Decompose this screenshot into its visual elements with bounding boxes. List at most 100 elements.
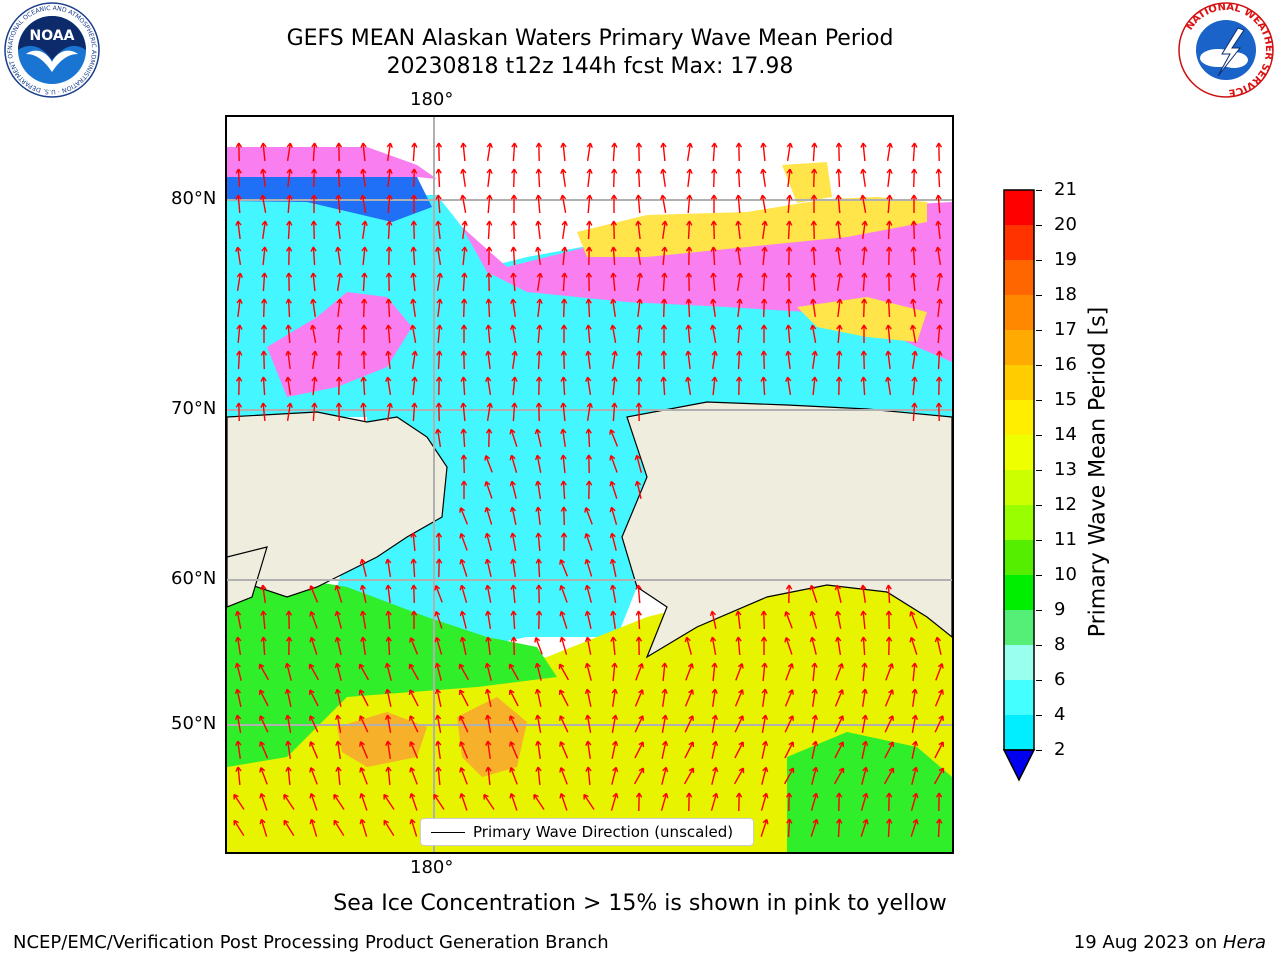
wave-direction-arrow bbox=[933, 767, 945, 785]
wave-direction-arrow bbox=[235, 142, 243, 162]
wave-direction-arrow bbox=[335, 142, 343, 162]
colorbar-tick-mark bbox=[1036, 330, 1042, 331]
wave-direction-arrow bbox=[661, 688, 668, 708]
wave-direction-arrow bbox=[483, 793, 495, 810]
wave-direction-arrow bbox=[560, 480, 567, 500]
wave-direction-arrow bbox=[311, 168, 318, 188]
wave-direction-arrow bbox=[736, 298, 743, 317]
wave-direction-arrow bbox=[861, 662, 868, 682]
wave-direction-arrow bbox=[535, 506, 542, 525]
wave-direction-arrow bbox=[535, 194, 542, 214]
wave-direction-arrow bbox=[385, 376, 392, 396]
wave-direction-arrow bbox=[260, 584, 267, 604]
wave-direction-arrow bbox=[485, 740, 492, 760]
wave-direction-arrow bbox=[436, 272, 443, 292]
wave-direction-arrow bbox=[258, 663, 270, 681]
wave-direction-arrow bbox=[336, 272, 343, 292]
wave-direction-arrow bbox=[935, 220, 942, 239]
svg-text:NOAA: NOAA bbox=[30, 28, 75, 44]
wave-direction-arrow bbox=[311, 376, 318, 396]
colorbar-tick-mark bbox=[1036, 575, 1042, 576]
wave-direction-arrow bbox=[761, 298, 768, 318]
map-subtitle: 20230818 t12z 144h fcst Max: 17.98 bbox=[386, 54, 794, 79]
sea-ice-note: Sea Ice Concentration > 15% is shown in … bbox=[333, 891, 947, 916]
wave-direction-arrow bbox=[560, 324, 568, 343]
wave-direction-arrow bbox=[359, 584, 367, 603]
wave-direction-arrow bbox=[261, 246, 268, 266]
wave-direction-arrow bbox=[434, 688, 442, 707]
wave-direction-arrow bbox=[610, 220, 617, 240]
wave-direction-arrow bbox=[535, 766, 542, 786]
wave-direction-arrow bbox=[335, 766, 342, 786]
wave-direction-arrow bbox=[634, 454, 642, 473]
wave-direction-arrow bbox=[360, 350, 367, 370]
wave-direction-arrow bbox=[710, 246, 717, 266]
wave-direction-arrow bbox=[835, 376, 843, 396]
wave-direction-arrow bbox=[635, 610, 642, 630]
wave-direction-arrow bbox=[585, 428, 592, 448]
wave-direction-arrow bbox=[433, 793, 445, 810]
wave-direction-arrow bbox=[435, 142, 443, 162]
wave-direction-arrow bbox=[435, 428, 442, 448]
wave-direction-arrow bbox=[508, 663, 520, 681]
landSiberia-region bbox=[227, 411, 448, 598]
wave-direction-arrow bbox=[811, 662, 818, 682]
wave-direction-arrow bbox=[635, 220, 642, 239]
colorbar-tick-label: 4 bbox=[1054, 704, 1066, 725]
wave-direction-arrow bbox=[436, 298, 443, 317]
colorbar-graphic bbox=[1002, 189, 1036, 782]
wave-direction-arrow bbox=[786, 194, 793, 214]
wave-direction-arrow bbox=[860, 168, 867, 188]
wave-direction-arrow bbox=[260, 168, 267, 188]
wave-direction-arrow bbox=[235, 402, 243, 422]
wave-direction-arrow bbox=[836, 818, 843, 838]
wave-direction-arrow bbox=[610, 610, 617, 630]
wave-direction-arrow bbox=[309, 767, 318, 785]
wave-direction-arrow bbox=[635, 194, 642, 214]
wave-direction-arrow bbox=[260, 324, 268, 343]
wave-direction-arrow bbox=[910, 246, 917, 266]
wave-direction-arrow bbox=[735, 792, 743, 812]
wave-direction-arrow bbox=[459, 610, 467, 629]
wave-direction-arrow bbox=[534, 637, 543, 655]
wave-direction-arrow bbox=[361, 220, 368, 240]
wave-direction-arrow bbox=[336, 324, 343, 344]
wave-direction-arrow bbox=[535, 168, 542, 188]
legend-line-icon bbox=[431, 831, 465, 833]
wave-direction-arrow bbox=[785, 663, 794, 681]
wave-direction-arrow bbox=[534, 688, 542, 707]
wave-direction-arrow bbox=[660, 376, 667, 396]
wave-direction-arrow bbox=[861, 688, 868, 708]
wave-direction-arrow bbox=[236, 350, 243, 370]
wave-direction-arrow bbox=[410, 220, 417, 240]
wave-direction-arrow bbox=[735, 220, 742, 239]
wave-direction-arrow bbox=[584, 507, 593, 525]
colorbar-tick-label: 10 bbox=[1054, 564, 1077, 585]
wave-direction-arrow bbox=[711, 662, 718, 682]
wave-direction-arrow bbox=[709, 324, 717, 344]
wave-direction-arrow bbox=[359, 610, 367, 630]
wave-direction-arrow bbox=[785, 298, 792, 318]
wave-direction-arrow bbox=[410, 246, 417, 266]
wave-direction-arrow bbox=[384, 688, 392, 707]
wave-direction-arrow bbox=[834, 689, 844, 707]
wave-direction-arrow bbox=[610, 194, 618, 213]
wave-direction-arrow bbox=[660, 792, 669, 811]
wave-direction-arrow bbox=[683, 767, 695, 785]
wave-direction-arrow bbox=[910, 194, 918, 213]
wave-direction-arrow bbox=[460, 428, 467, 448]
wave-direction-arrow bbox=[235, 194, 242, 214]
wave-direction-arrow bbox=[635, 636, 643, 656]
wave-direction-arrow bbox=[685, 663, 694, 681]
colorbar-tick-mark bbox=[1036, 715, 1042, 716]
wave-direction-arrow bbox=[610, 246, 617, 266]
wave-direction-arrow bbox=[383, 793, 395, 810]
wave-direction-arrow bbox=[810, 246, 817, 266]
wave-direction-arrow bbox=[459, 584, 468, 603]
wave-direction-arrow bbox=[486, 220, 493, 240]
wave-direction-arrow bbox=[509, 532, 517, 552]
wave-direction-arrow bbox=[611, 168, 618, 188]
wave-direction-arrow bbox=[559, 610, 568, 629]
colorbar-segment bbox=[1004, 645, 1034, 681]
wave-direction-arrow bbox=[609, 558, 617, 577]
